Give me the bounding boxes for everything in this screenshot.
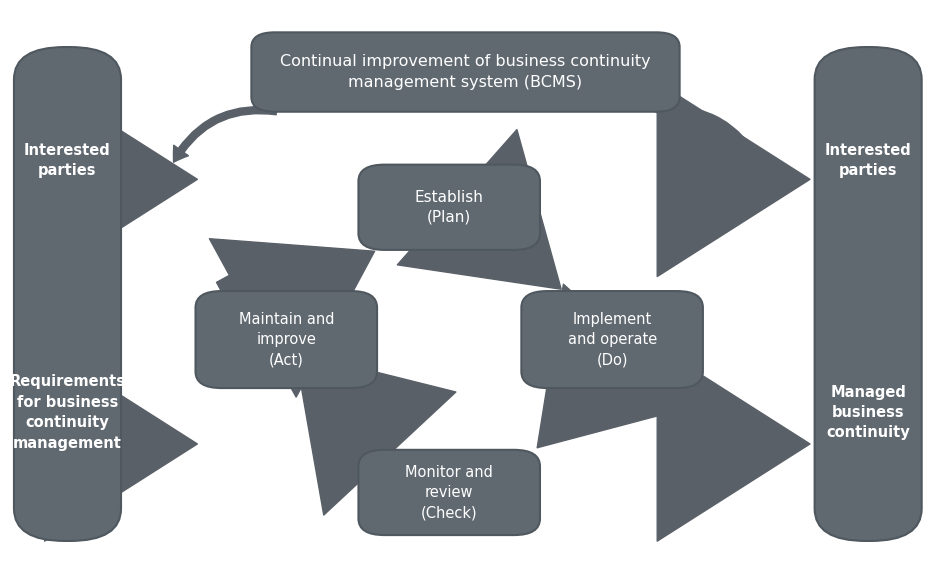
FancyBboxPatch shape <box>358 450 540 535</box>
Text: Maintain and
improve
(Act): Maintain and improve (Act) <box>238 312 334 368</box>
FancyArrowPatch shape <box>173 106 277 162</box>
FancyArrowPatch shape <box>654 101 761 164</box>
FancyBboxPatch shape <box>358 165 540 250</box>
FancyBboxPatch shape <box>196 291 377 388</box>
FancyBboxPatch shape <box>815 47 922 541</box>
Text: Managed
business
continuity: Managed business continuity <box>827 385 910 440</box>
Text: Establish
(Plan): Establish (Plan) <box>415 189 483 225</box>
Text: Requirements
for business
continuity
management: Requirements for business continuity man… <box>9 375 126 450</box>
Text: Implement
and operate
(Do): Implement and operate (Do) <box>568 312 656 368</box>
Text: Monitor and
review
(Check): Monitor and review (Check) <box>405 465 493 520</box>
FancyBboxPatch shape <box>251 32 680 112</box>
Text: Continual improvement of business continuity
management system (BCMS): Continual improvement of business contin… <box>280 54 651 90</box>
FancyBboxPatch shape <box>14 47 121 541</box>
Text: Interested
parties: Interested parties <box>24 143 111 178</box>
Text: Interested
parties: Interested parties <box>825 143 911 178</box>
FancyBboxPatch shape <box>521 291 703 388</box>
